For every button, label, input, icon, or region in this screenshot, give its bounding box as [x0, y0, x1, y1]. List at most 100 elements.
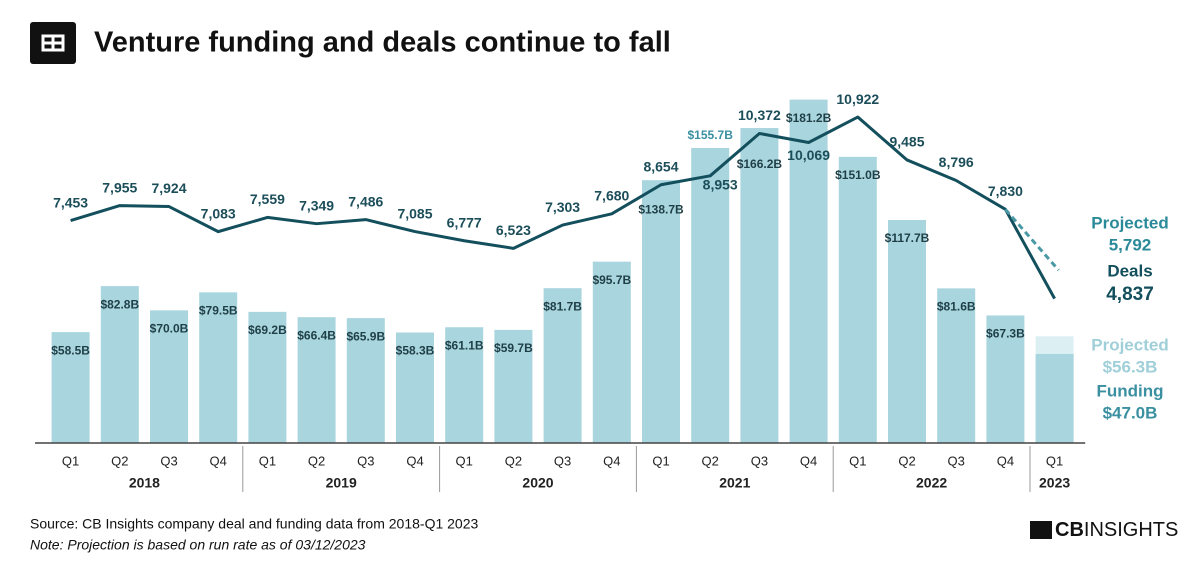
year-label: 2023 [1039, 475, 1070, 491]
bar [297, 317, 336, 443]
bar [888, 219, 926, 443]
bar-label: $79.5B [199, 304, 238, 318]
deal-label: 7,303 [545, 199, 580, 215]
side-label: $47.0B [1103, 403, 1158, 422]
side-label: Projected [1091, 335, 1168, 354]
side-label: Funding [1096, 381, 1163, 400]
x-tick-label: Q3 [160, 453, 177, 468]
deal-label: 8,654 [643, 158, 678, 174]
year-label: 2022 [916, 475, 947, 491]
projected-deals-line [1004, 208, 1060, 272]
deal-label: 7,349 [299, 197, 334, 213]
bar [986, 315, 1025, 443]
side-label: Projected [1091, 213, 1168, 232]
x-tick-label: Q3 [751, 453, 768, 468]
deal-label: 7,955 [102, 179, 137, 195]
x-tick-label: Q4 [997, 453, 1014, 468]
year-label: 2020 [522, 475, 553, 491]
bar-label: $59.7B [494, 341, 533, 355]
bar-label: $66.4B [297, 328, 336, 342]
x-tick-label: Q2 [308, 453, 325, 468]
x-tick-label: Q3 [948, 453, 965, 468]
deal-label: 7,680 [594, 188, 629, 204]
note: Note: Projection is based on run rate as… [30, 537, 366, 553]
year-label: 2018 [129, 475, 160, 491]
x-tick-label: Q3 [554, 453, 571, 468]
side-label: 5,792 [1109, 235, 1152, 254]
bar-label: $82.8B [100, 297, 139, 311]
bar [100, 286, 139, 443]
deal-label: 9,485 [889, 134, 924, 150]
bar [789, 99, 828, 443]
bar-label: $69.2B [248, 323, 287, 337]
deal-label: 7,486 [348, 193, 383, 209]
bar [494, 329, 533, 443]
bar [51, 332, 90, 443]
deals-line [70, 115, 1056, 300]
bar [199, 292, 238, 443]
bar-label: $58.3B [396, 344, 435, 358]
bar-label: $70.0B [150, 322, 189, 336]
bar [838, 156, 877, 444]
bar [396, 332, 434, 443]
side-label: 4,837 [1106, 284, 1154, 305]
deal-label: 8,953 [703, 177, 738, 193]
bar-label: $155.7B [688, 128, 734, 142]
deal-label: 7,924 [151, 180, 186, 196]
bar-label: $151.0B [835, 168, 881, 182]
bar [691, 147, 730, 444]
x-tick-label: Q3 [357, 453, 374, 468]
bar-label: $81.7B [543, 299, 582, 313]
bar [150, 310, 188, 443]
bar [543, 288, 582, 443]
bar-label: $138.7B [638, 202, 684, 216]
logo-icon [41, 34, 65, 52]
bar-label: $58.5B [51, 343, 90, 357]
x-tick-label: Q4 [406, 453, 423, 468]
deal-label: 7,559 [250, 191, 285, 207]
x-tick-label: Q2 [505, 453, 522, 468]
year-label: 2021 [719, 475, 750, 491]
bar-label: $166.2B [737, 157, 783, 171]
bar-label: $181.2B [786, 111, 832, 125]
x-tick-label: Q1 [849, 453, 866, 468]
x-tick-label: Q4 [210, 453, 227, 468]
bar [445, 327, 484, 443]
bar [642, 180, 680, 443]
deal-label: 7,085 [397, 205, 432, 221]
bar [740, 128, 779, 443]
deal-label: 6,777 [447, 214, 482, 230]
x-tick-label: Q1 [62, 453, 79, 468]
brand-insights: INSIGHTS [1084, 519, 1178, 541]
bar [248, 311, 287, 443]
deal-label: 10,069 [787, 147, 830, 163]
bar-label: $61.1B [445, 338, 484, 352]
deal-label: 7,453 [53, 194, 88, 210]
bar [592, 261, 631, 443]
chart-title: Venture funding and deals continue to fa… [94, 27, 671, 59]
bar [937, 288, 976, 443]
deal-label: 7,083 [201, 205, 236, 221]
brand-icon [1030, 521, 1052, 539]
deal-label: 8,796 [939, 154, 974, 170]
side-label: $56.3B [1103, 357, 1158, 376]
deal-label: 10,922 [836, 91, 879, 107]
bar-label: $67.3B [986, 327, 1025, 341]
source: Source: CB Insights company deal and fun… [30, 516, 478, 532]
bar [346, 318, 385, 443]
brand: CBINSIGHTS [1055, 519, 1178, 541]
x-tick-label: Q2 [111, 453, 128, 468]
deal-label: 7,830 [988, 183, 1023, 199]
brand-cb: CB [1055, 519, 1084, 541]
x-tick-label: Q4 [603, 453, 620, 468]
deal-label: 6,523 [496, 222, 531, 238]
x-tick-label: Q2 [702, 453, 719, 468]
bar-label: $95.7B [592, 273, 631, 287]
deal-label: 10,372 [738, 107, 781, 123]
x-tick-label: Q1 [259, 453, 276, 468]
bar [1035, 353, 1074, 443]
x-tick-label: Q1 [1046, 453, 1063, 468]
x-tick-label: Q4 [800, 453, 817, 468]
x-tick-label: Q1 [456, 453, 473, 468]
